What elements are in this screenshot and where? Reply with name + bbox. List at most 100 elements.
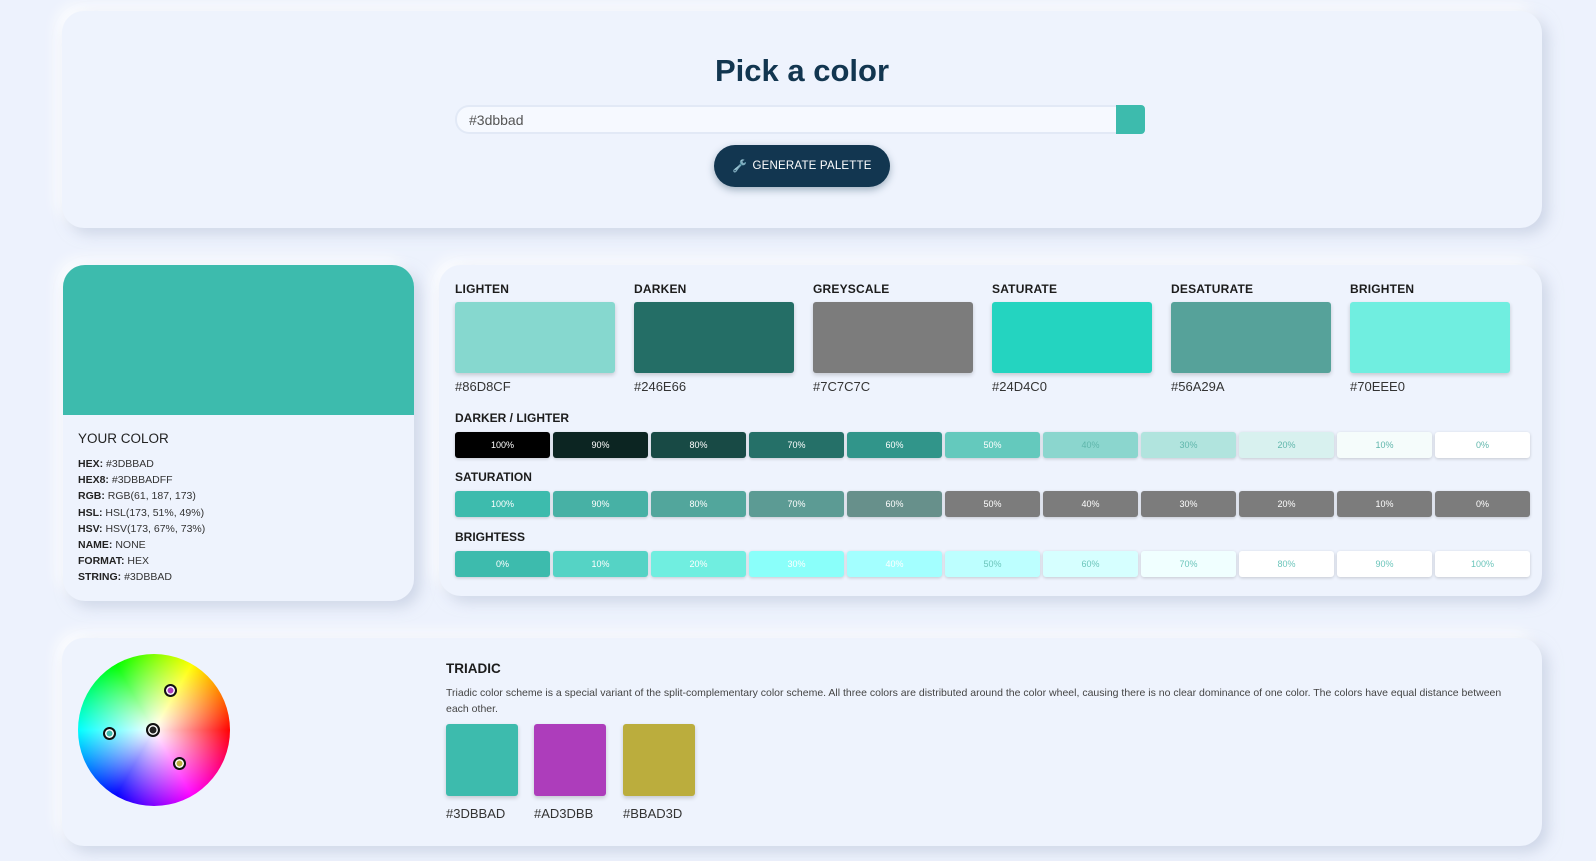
saturation-chip[interactable]: 90% <box>553 491 648 517</box>
darker-lighter-chip[interactable]: 90% <box>553 432 648 458</box>
saturation-chip[interactable]: 20% <box>1239 491 1334 517</box>
darker-lighter-chip[interactable]: 100% <box>455 432 550 458</box>
color-info-line: HEX8: #3DBBADFF <box>78 472 205 488</box>
saturation-row: 100% 90% 80% 70% 60% 50% 40% 30% 20% 10% 0% <box>455 491 1530 518</box>
color-swatch-picker[interactable] <box>1116 105 1145 134</box>
saturation-chip[interactable]: 80% <box>651 491 746 517</box>
color-input-group <box>455 105 1155 134</box>
saturation-label: SATURATION <box>455 470 532 484</box>
variation-label: DARKEN <box>634 282 687 296</box>
variation-label: LIGHTEN <box>455 282 510 296</box>
wheel-handle-secondary[interactable] <box>164 684 177 697</box>
generate-palette-button[interactable]: 🔧 GENERATE PALETTE <box>714 145 890 187</box>
darker-lighter-chip[interactable]: 10% <box>1337 432 1432 458</box>
your-color-title: YOUR COLOR <box>78 431 169 446</box>
wrench-icon: 🔧 <box>732 159 748 173</box>
saturation-chip[interactable]: 50% <box>945 491 1040 517</box>
variation-swatch[interactable] <box>455 302 615 373</box>
wheel-handle-primary[interactable] <box>103 727 116 740</box>
triadic-item: #AD3DBB <box>534 724 608 821</box>
variation-swatch[interactable] <box>634 302 794 373</box>
saturation-chip[interactable]: 100% <box>455 491 550 517</box>
darker-lighter-chip[interactable]: 60% <box>847 432 942 458</box>
saturation-chip[interactable]: 0% <box>1435 491 1530 517</box>
darker-lighter-chip[interactable]: 80% <box>651 432 746 458</box>
variation-swatch[interactable] <box>992 302 1152 373</box>
color-wheel[interactable] <box>78 654 230 806</box>
your-color-card: YOUR COLOR HEX: #3DBBAD HEX8: #3DBBADFF RG… <box>63 265 414 601</box>
triadic-hex: #AD3DBB <box>534 806 594 821</box>
variation-greyscale: GREYSCALE #7C7C7C <box>813 282 974 394</box>
brightness-chip[interactable]: 90% <box>1337 551 1432 577</box>
color-info-value: NONE <box>115 539 146 552</box>
variation-swatch[interactable] <box>1350 302 1510 373</box>
darker-lighter-chip[interactable]: 50% <box>945 432 1040 458</box>
wheel-handle-tertiary[interactable] <box>173 757 186 770</box>
brightness-chip[interactable]: 40% <box>847 551 942 577</box>
variation-label: DESATURATE <box>1171 282 1254 296</box>
triadic-swatch[interactable] <box>534 724 606 796</box>
color-info-line: HSL: HSL(173, 51%, 49%) <box>78 505 205 521</box>
color-info-line: HEX: #3DBBAD <box>78 456 205 472</box>
variation-brighten: BRIGHTEN #70EEE0 <box>1350 282 1511 394</box>
brightness-chip[interactable]: 80% <box>1239 551 1334 577</box>
triadic-item: #BBAD3D <box>623 724 697 821</box>
variation-hex: #70EEE0 <box>1350 379 1405 394</box>
variation-hex: #24D4C0 <box>992 379 1047 394</box>
saturation-chip[interactable]: 70% <box>749 491 844 517</box>
generate-palette-label: GENERATE PALETTE <box>752 160 872 172</box>
color-info-line: HSV: HSV(173, 67%, 73%) <box>78 521 205 537</box>
brightness-chip[interactable]: 60% <box>1043 551 1138 577</box>
brightness-row: 0% 10% 20% 30% 40% 50% 60% 70% 80% 90% 100% <box>455 551 1530 578</box>
darker-lighter-chip[interactable]: 0% <box>1435 432 1530 458</box>
variation-lighten: LIGHTEN #86D8CF <box>455 282 616 394</box>
triadic-swatch[interactable] <box>446 724 518 796</box>
brightness-chip[interactable]: 20% <box>651 551 746 577</box>
brightness-chip[interactable]: 10% <box>553 551 648 577</box>
wheel-center-handle[interactable] <box>146 723 160 737</box>
triadic-hex: #BBAD3D <box>623 806 683 821</box>
variation-hex: #246E66 <box>634 379 687 394</box>
brightness-chip[interactable]: 70% <box>1141 551 1236 577</box>
triadic-hex: #3DBBAD <box>446 806 506 821</box>
variation-swatch[interactable] <box>1171 302 1331 373</box>
triadic-title: TRIADIC <box>446 661 501 676</box>
your-color-swatch <box>63 265 414 415</box>
variation-darken: DARKEN #246E66 <box>634 282 795 394</box>
color-info-value: #3DBBADFF <box>111 474 173 487</box>
saturation-chip[interactable]: 60% <box>847 491 942 517</box>
variation-label: SATURATE <box>992 282 1058 296</box>
darker-lighter-row: 100% 90% 80% 70% 60% 50% 40% 30% 20% 10% 0% <box>455 432 1530 459</box>
brightness-chip[interactable]: 0% <box>455 551 550 577</box>
saturation-chip[interactable]: 30% <box>1141 491 1236 517</box>
darker-lighter-chip[interactable]: 70% <box>749 432 844 458</box>
your-color-info: HEX: #3DBBAD HEX8: #3DBBADFF RGB: RGB(61, … <box>78 456 205 586</box>
triadic-swatch[interactable] <box>623 724 695 796</box>
variation-hex: #86D8CF <box>455 379 511 394</box>
color-info-key: RGB: <box>78 490 105 503</box>
brightness-chip[interactable]: 30% <box>749 551 844 577</box>
darker-lighter-chip[interactable]: 20% <box>1239 432 1334 458</box>
brightness-chip[interactable]: 50% <box>945 551 1040 577</box>
color-info-line: NAME: NONE <box>78 537 205 553</box>
variation-desaturate: DESATURATE #56A29A <box>1171 282 1332 394</box>
color-info-value: HSL(173, 51%, 49%) <box>105 506 205 519</box>
color-info-key: HSL: <box>78 506 103 519</box>
color-info-value: #3DBBAD <box>106 458 154 470</box>
color-info-line: FORMAT: HEX <box>78 553 205 569</box>
color-hex-input[interactable] <box>455 105 1116 134</box>
variation-hex: #56A29A <box>1171 379 1225 394</box>
color-info-line: STRING: #3DBBAD <box>78 569 205 585</box>
color-info-value: HSV(173, 67%, 73%) <box>105 522 206 535</box>
variation-swatch[interactable] <box>813 302 973 373</box>
variation-hex: #7C7C7C <box>813 379 871 394</box>
saturation-chip[interactable]: 10% <box>1337 491 1432 517</box>
variation-label: GREYSCALE <box>813 282 890 296</box>
darker-lighter-chip[interactable]: 40% <box>1043 432 1138 458</box>
saturation-chip[interactable]: 40% <box>1043 491 1138 517</box>
brightness-chip[interactable]: 100% <box>1435 551 1530 577</box>
brightness-label: BRIGHTESS <box>455 530 526 544</box>
color-info-key: FORMAT: <box>78 555 125 568</box>
darker-lighter-chip[interactable]: 30% <box>1141 432 1236 458</box>
color-info-key: HSV: <box>78 522 103 535</box>
